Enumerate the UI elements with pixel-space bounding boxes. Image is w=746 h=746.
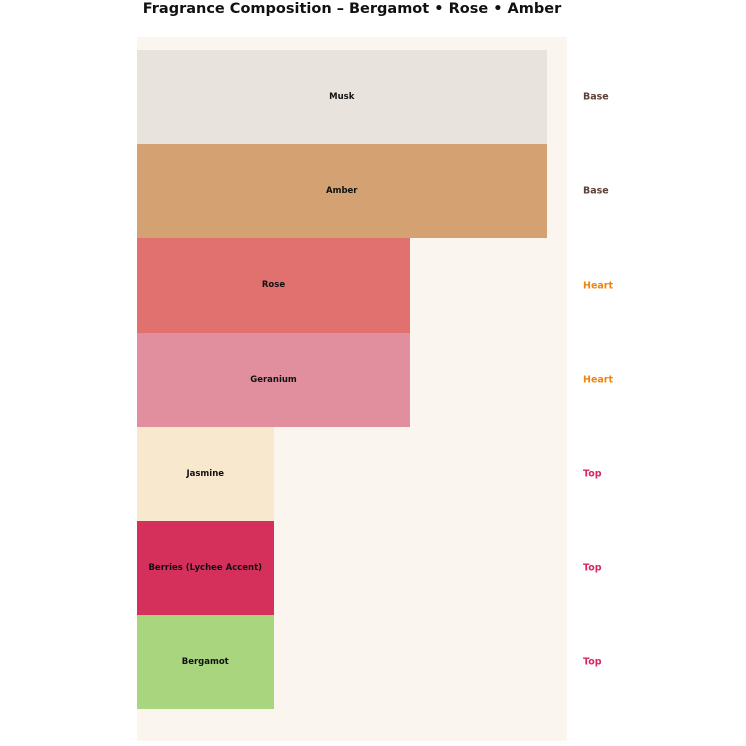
bar-amber: Amber bbox=[137, 144, 547, 239]
bar-label-jasmine: Jasmine bbox=[186, 468, 225, 479]
bar-label-berries-lychee-accent: Berries (Lychee Accent) bbox=[148, 563, 263, 574]
bar-jasmine: Jasmine bbox=[137, 426, 274, 521]
bar-label-bergamot: Bergamot bbox=[181, 657, 229, 668]
bar-musk: Musk bbox=[137, 50, 547, 145]
bar-label-amber: Amber bbox=[326, 186, 358, 197]
stage-label-heart-3: Heart bbox=[583, 374, 614, 386]
bar-label-rose: Rose bbox=[261, 280, 286, 291]
bar-label-geranium: Geranium bbox=[250, 374, 297, 385]
bar-label-musk: Musk bbox=[329, 92, 355, 103]
stage-label-top-6: Top bbox=[583, 656, 602, 668]
plot-area: Musk Amber Rose Geranium Jasmine Berries (Lyc… bbox=[137, 37, 567, 741]
bar-rose: Rose bbox=[137, 238, 411, 333]
stage-label-base-1: Base bbox=[583, 185, 609, 197]
stage-label-base-0: Base bbox=[583, 91, 609, 103]
bar-bergamot: Bergamot bbox=[137, 615, 274, 710]
stage-label-top-4: Top bbox=[583, 468, 602, 480]
stage-label-top-5: Top bbox=[583, 562, 602, 574]
chart-title: Fragrance Composition – Bergamot • Rose … bbox=[142, 1, 562, 17]
stage-label-heart-2: Heart bbox=[583, 280, 614, 291]
bar-geranium: Geranium bbox=[137, 332, 411, 427]
bar-berries-lychee-accent: Berries (Lychee Accent) bbox=[137, 521, 274, 616]
